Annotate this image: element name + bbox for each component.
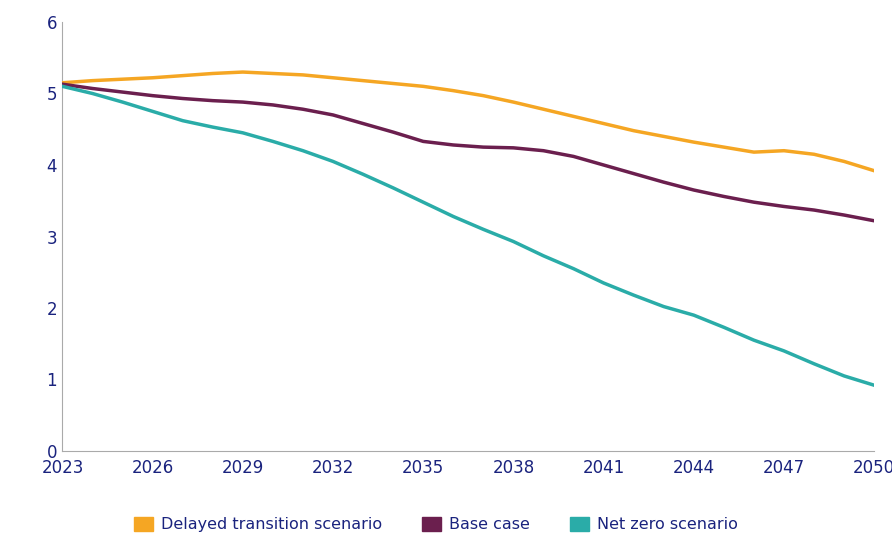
- Legend: Delayed transition scenario, Base case, Net zero scenario: Delayed transition scenario, Base case, …: [128, 510, 744, 539]
